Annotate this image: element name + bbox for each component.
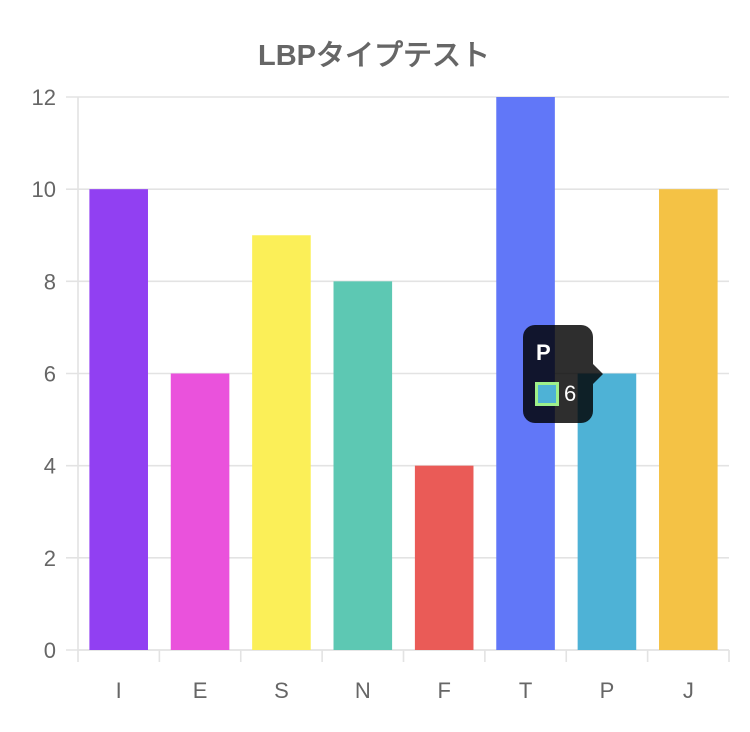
- x-tick-label: F: [437, 678, 450, 703]
- bar-F[interactable]: [414, 465, 474, 650]
- bar-J[interactable]: [659, 189, 718, 650]
- tooltip-color-swatch: [535, 382, 559, 406]
- label-layer: 0 2 4 6 8 10 12 I E S N F T P J: [32, 85, 694, 703]
- x-tick-label: E: [193, 678, 208, 703]
- y-tick-label: 0: [44, 638, 56, 663]
- x-tick-label: T: [519, 678, 532, 703]
- y-tick-label: 8: [44, 269, 56, 294]
- bar-layer: [89, 97, 718, 651]
- bar-E[interactable]: [170, 373, 230, 651]
- x-tick-label: S: [274, 678, 289, 703]
- x-tick-label: J: [683, 678, 694, 703]
- tooltip-title: P: [536, 340, 551, 365]
- bar-S[interactable]: [252, 235, 311, 650]
- bar-I[interactable]: [89, 189, 148, 650]
- tooltip-arrow: [593, 364, 603, 384]
- x-tick-label: P: [600, 678, 615, 703]
- tooltip: P 6: [523, 325, 603, 423]
- y-tick-label: 10: [32, 177, 56, 202]
- chart-title: LBPタイプテスト: [258, 39, 490, 72]
- y-tick-label: 6: [44, 362, 56, 387]
- tooltip-value: 6: [564, 381, 577, 406]
- y-tick-label: 4: [44, 454, 56, 479]
- y-tick-label: 2: [44, 546, 56, 571]
- bar-N[interactable]: [333, 281, 393, 650]
- x-tick-label: I: [116, 678, 122, 703]
- y-tick-label: 12: [32, 85, 56, 110]
- x-tick-label: N: [355, 678, 371, 703]
